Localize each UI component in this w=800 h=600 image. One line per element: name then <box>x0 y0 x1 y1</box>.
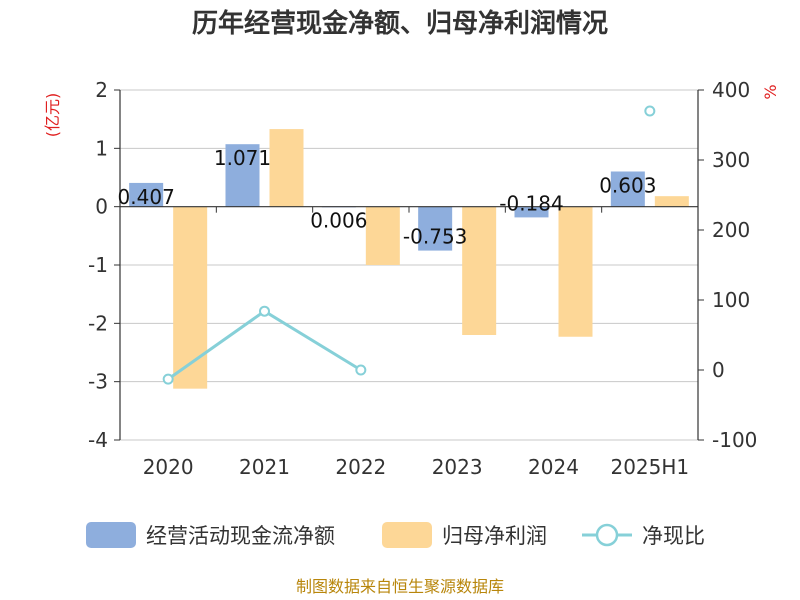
cashflow-bar <box>129 182 164 207</box>
legend-item[interactable]: 经营活动现金流净额 <box>86 522 335 548</box>
cashflow-bar <box>610 171 645 207</box>
cashflow-bar <box>418 206 453 251</box>
left-tick-label: 1 <box>95 136 108 160</box>
net-profit-bar <box>269 129 304 207</box>
cashflow-data-label: 0.407 <box>118 185 175 209</box>
net-cash-ratio-point <box>162 373 174 385</box>
category-label: 2025H1 <box>610 455 689 479</box>
legend-label: 净现比 <box>642 524 705 548</box>
legend-label: 经营活动现金流净额 <box>146 524 335 548</box>
net-profit-bar <box>654 196 689 207</box>
legend-label: 归母净利润 <box>442 524 547 548</box>
cashflow-data-label: 0.006 <box>310 208 367 232</box>
gridlines <box>120 89 698 441</box>
net-profit-bar <box>173 206 208 389</box>
left-tick-label: -2 <box>88 311 108 335</box>
legend-swatch <box>86 522 136 548</box>
category-label: 2023 <box>432 455 483 479</box>
legend-item[interactable]: 归母净利润 <box>382 522 547 548</box>
legend-swatch-marker <box>595 523 619 547</box>
left-axis-unit: (亿元) <box>43 93 62 138</box>
cashflow-bar <box>225 144 260 207</box>
left-tick-label: -4 <box>88 428 108 452</box>
right-tick-label: 200 <box>712 218 750 242</box>
legend-swatch <box>382 522 432 548</box>
left-tick-label: -3 <box>88 370 108 394</box>
legend[interactable]: 经营活动现金流净额 归母净利润 净现比 <box>86 522 705 548</box>
source-note: 制图数据来自恒生聚源数据库 <box>296 577 504 596</box>
net-cash-ratio-point <box>644 105 656 117</box>
category-label: 2022 <box>335 455 386 479</box>
net-cash-ratio-point <box>355 364 367 376</box>
cashflow-data-label: -0.184 <box>499 191 563 215</box>
right-tick-label: -100 <box>712 428 757 452</box>
data-labels-layer: 0.407 1.071 0.006 -0.753 -0.184 0.603 <box>118 146 657 248</box>
net-profit-bar <box>365 206 400 265</box>
right-tick-label: 300 <box>712 148 750 172</box>
category-label: 2021 <box>239 455 290 479</box>
legend-item[interactable]: 净现比 <box>582 523 705 548</box>
axes-layer: 2 1 0 -1 -2 -3 -4 400 300 200 100 0 -100 2020 2021 2022… <box>88 78 757 479</box>
left-tick-label: -1 <box>88 253 108 277</box>
cashflow-data-label: -0.753 <box>403 225 467 249</box>
right-tick-label: 400 <box>712 78 750 102</box>
net-profit-bar <box>558 206 593 337</box>
net-cash-ratio-point <box>259 305 270 317</box>
category-label: 2024 <box>528 455 579 479</box>
right-tick-label: 0 <box>712 358 725 382</box>
line-layer <box>162 105 656 385</box>
cashflow-bar <box>514 206 549 218</box>
bars-layer <box>129 129 689 389</box>
category-label: 2020 <box>143 455 194 479</box>
net-profit-bar <box>462 206 497 335</box>
chart-title: 历年经营现金净额、归母净利润情况 <box>192 8 608 39</box>
left-tick-label: 2 <box>95 78 108 102</box>
right-axis-unit: % <box>761 84 780 99</box>
left-tick-label: 0 <box>95 195 108 219</box>
cashflow-data-label: 1.071 <box>214 146 271 170</box>
cashflow-data-label: 0.603 <box>599 173 656 197</box>
right-tick-label: 100 <box>712 288 750 312</box>
